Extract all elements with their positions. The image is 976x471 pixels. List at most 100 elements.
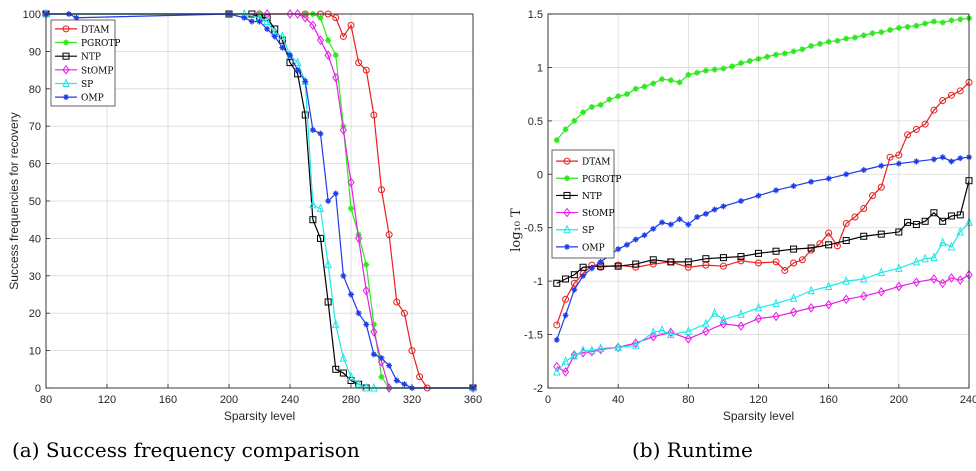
- x-tick-label: 80: [40, 394, 52, 406]
- data-point: [287, 52, 293, 59]
- data-point: [570, 271, 578, 279]
- x-tick-label: 160: [159, 394, 177, 406]
- data-point: [711, 66, 718, 73]
- data-point: [912, 125, 920, 133]
- data-point: [895, 151, 903, 159]
- y-tick-label: -2: [533, 383, 543, 395]
- data-point: [684, 263, 692, 271]
- data-point: [355, 310, 362, 317]
- data-point: [816, 40, 823, 47]
- data-point: [824, 281, 833, 290]
- legend: DTAM PGROTP NTP StOMP SP OMP: [50, 19, 120, 107]
- data-point: [947, 91, 955, 99]
- data-point: [331, 319, 340, 328]
- data-point: [913, 22, 920, 29]
- data-point: [710, 307, 719, 317]
- data-point: [938, 237, 947, 247]
- data-point: [957, 16, 964, 23]
- series-line-sp: [46, 13, 473, 389]
- data-point: [834, 37, 841, 44]
- chart-panel-a: 80 120 160 200 240 280 320 360 0 10 20 30 40 50 60 70 80…: [7, 8, 482, 423]
- data-point: [317, 130, 324, 137]
- data-point: [332, 52, 339, 59]
- data-point: [737, 253, 745, 261]
- data-point: [632, 85, 639, 92]
- data-point: [956, 275, 964, 285]
- data-point: [264, 25, 271, 32]
- x-tick-label: 200: [890, 394, 908, 406]
- data-point: [570, 279, 578, 287]
- data-point: [921, 217, 929, 225]
- data-point: [956, 211, 964, 219]
- data-point: [702, 326, 710, 337]
- y-tick-label: 10: [29, 346, 41, 358]
- data-point: [332, 365, 340, 373]
- data-point: [325, 198, 332, 204]
- data-point: [684, 258, 692, 266]
- legend: DTAM PGROTP NTP StOMP SP OMP: [551, 149, 621, 259]
- legend-marker: [564, 175, 570, 182]
- data-point: [347, 177, 355, 188]
- data-point: [895, 228, 903, 236]
- data-point: [553, 361, 561, 372]
- y-tick-label: 1: [537, 62, 543, 74]
- legend-marker: [62, 78, 70, 87]
- data-point: [877, 267, 886, 277]
- data-point: [658, 325, 666, 334]
- data-point: [895, 24, 902, 31]
- data-point: [562, 312, 569, 319]
- data-point: [878, 162, 885, 169]
- data-point: [309, 20, 317, 31]
- data-point: [614, 342, 622, 353]
- data-point: [702, 210, 709, 217]
- legend-marker: [563, 224, 571, 234]
- data-point: [904, 218, 912, 226]
- data-point: [393, 377, 400, 384]
- data-point: [339, 125, 347, 135]
- data-point: [579, 345, 587, 355]
- data-point: [799, 46, 806, 53]
- data-point: [370, 321, 377, 328]
- data-point: [632, 236, 639, 243]
- data-point: [650, 225, 657, 232]
- data-point: [737, 257, 745, 265]
- y-tick-label: 90: [29, 46, 41, 58]
- data-point: [294, 9, 302, 19]
- data-point: [921, 253, 929, 263]
- data-point: [737, 60, 744, 67]
- data-point: [843, 35, 850, 42]
- data-point: [860, 204, 868, 212]
- data-point: [580, 272, 587, 279]
- data-point: [324, 298, 332, 306]
- data-point: [570, 350, 579, 360]
- data-point: [676, 79, 683, 86]
- legend-label: SP: [81, 80, 93, 90]
- data-point: [912, 221, 920, 229]
- data-point: [386, 362, 393, 369]
- data-point: [755, 249, 762, 257]
- data-point: [746, 58, 753, 65]
- y-axis-label: log₁₀ T: [509, 208, 524, 252]
- x-tick-label: 120: [98, 394, 116, 406]
- legend-marker: [563, 191, 571, 199]
- legend-label: OMP: [582, 243, 605, 253]
- data-point: [339, 352, 348, 362]
- data-point: [790, 183, 797, 190]
- data-point: [887, 27, 894, 34]
- data-point: [930, 18, 937, 25]
- data-point: [702, 318, 710, 328]
- data-point: [825, 229, 833, 237]
- legend-label: StOMP: [81, 66, 113, 76]
- data-point: [631, 339, 640, 349]
- data-point: [930, 209, 938, 217]
- data-point: [659, 76, 666, 83]
- data-point: [302, 78, 309, 85]
- data-point: [860, 32, 867, 39]
- legend-label: PGROTP: [81, 39, 120, 49]
- data-point: [877, 183, 885, 191]
- data-point: [400, 309, 408, 317]
- data-point: [579, 263, 587, 271]
- data-point: [370, 111, 378, 119]
- data-point: [286, 59, 294, 67]
